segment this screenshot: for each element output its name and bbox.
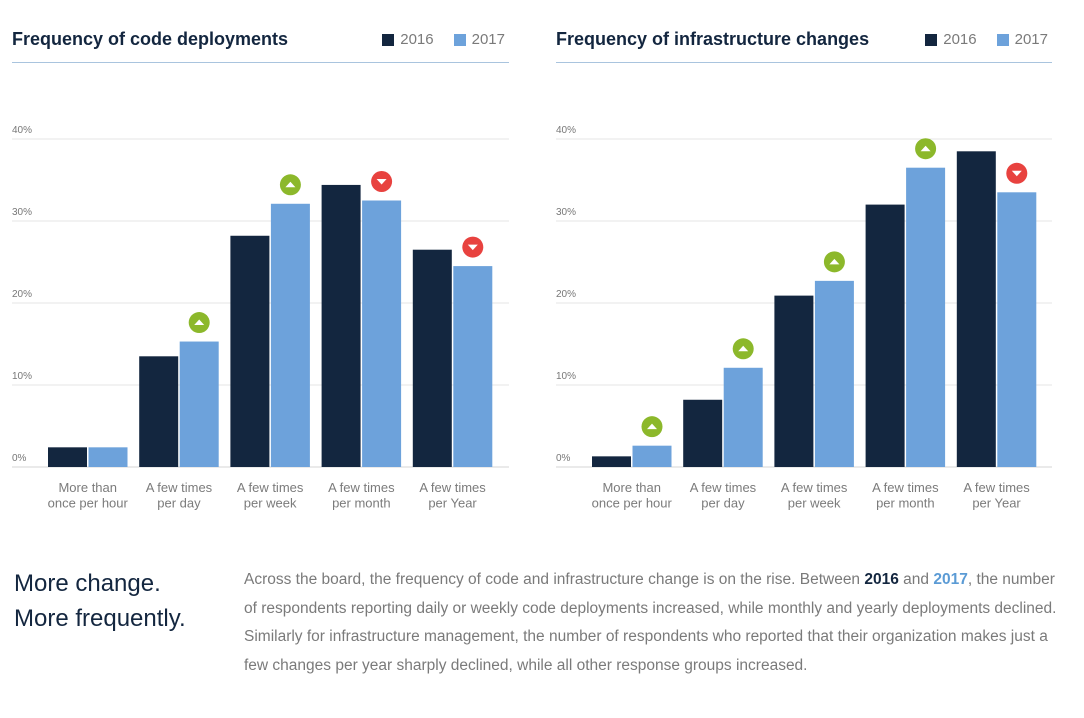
bar-2017 xyxy=(997,192,1037,468)
bar-2017 xyxy=(632,445,672,467)
bar-2017 xyxy=(814,280,854,467)
bar-2016 xyxy=(865,204,905,467)
bar-2017 xyxy=(723,367,763,467)
legend-label-2017: 2017 xyxy=(1014,31,1048,48)
legend-item-2016: 2016 xyxy=(382,31,434,48)
bar-2016 xyxy=(321,184,361,468)
y-tick-label: 10% xyxy=(12,371,32,382)
x-category-label: A few times per day xyxy=(690,480,757,511)
increase-marker-icon xyxy=(732,338,754,360)
code-deployments-chart: Frequency of code deployments 2016 2017 … xyxy=(12,0,509,530)
legend-swatch-2016 xyxy=(382,33,395,46)
bar-2016 xyxy=(956,151,996,468)
x-category-label: A few times per week xyxy=(781,480,848,511)
chart-header: Frequency of infrastructure changes 2016… xyxy=(556,0,1052,63)
bar-2016 xyxy=(592,456,631,467)
legend-swatch-2017 xyxy=(453,33,466,46)
chart-title: Frequency of code deployments xyxy=(12,29,289,49)
x-category-label: A few times per week xyxy=(237,480,304,511)
summary-text-3: , the number of respondents reporting da… xyxy=(244,571,1057,674)
legend-swatch-2017 xyxy=(996,33,1009,46)
summary-title-line-1: More change. xyxy=(14,570,161,597)
infrastructure-changes-plot: 0% 10% 20% 30% 40% More than once per hour A fe… xyxy=(556,125,1052,511)
legend-label-2016: 2016 xyxy=(400,31,434,48)
increase-marker-icon xyxy=(188,312,210,334)
legend-label-2017: 2017 xyxy=(471,31,505,48)
summary-highlight-2017: 2017 xyxy=(933,571,968,588)
legend-label-2016: 2016 xyxy=(943,31,977,48)
y-tick-label: 30% xyxy=(12,207,32,218)
bar-2016 xyxy=(139,356,179,467)
y-tick-label: 40% xyxy=(556,125,576,136)
decrease-marker-icon xyxy=(462,236,484,258)
y-tick-label: 10% xyxy=(556,371,576,382)
bar-2016 xyxy=(48,447,87,467)
x-category-label: More than once per hour xyxy=(592,480,673,511)
increase-marker-icon xyxy=(915,138,937,160)
bar-2017 xyxy=(88,447,128,467)
x-category-label: A few times per month xyxy=(872,480,939,511)
x-category-label: A few times per month xyxy=(328,480,395,511)
x-category-label: A few times per day xyxy=(146,480,213,511)
bar-2017 xyxy=(362,200,402,467)
y-tick-label: 0% xyxy=(556,453,571,464)
x-category-label: More than once per hour xyxy=(48,480,129,511)
bar-2016 xyxy=(412,249,452,467)
decrease-marker-icon xyxy=(1006,162,1028,184)
bar-2017 xyxy=(906,167,946,467)
decrease-marker-icon xyxy=(371,171,393,192)
bar-2017 xyxy=(453,266,493,467)
bar-2016 xyxy=(230,235,270,467)
summary-paragraph: Across the board, the frequency of code … xyxy=(244,566,1064,680)
summary-text-2: and xyxy=(898,571,934,588)
y-tick-label: 30% xyxy=(556,207,576,218)
summary-text-1: Across the board, the frequency of code … xyxy=(244,571,865,588)
chart-legend: 2016 2017 xyxy=(925,31,1048,48)
summary-highlight-2016: 2016 xyxy=(864,571,899,588)
chart-header: Frequency of code deployments 2016 2017 xyxy=(12,0,509,63)
increase-marker-icon xyxy=(823,251,845,273)
summary-title: More change. More frequently. xyxy=(14,566,234,636)
x-category-label: A few times per Year xyxy=(963,480,1030,511)
infrastructure-changes-chart: Frequency of infrastructure changes 2016… xyxy=(556,0,1052,530)
legend-swatch-2016 xyxy=(925,33,938,46)
chart-legend: 2016 2017 xyxy=(382,31,505,48)
bar-2016 xyxy=(683,399,723,467)
y-tick-label: 20% xyxy=(12,289,32,300)
y-tick-label: 0% xyxy=(12,453,27,464)
increase-marker-icon xyxy=(641,416,663,438)
bar-2016 xyxy=(774,295,814,467)
x-category-label: A few times per Year xyxy=(419,480,486,511)
increase-marker-icon xyxy=(279,174,301,196)
bar-2017 xyxy=(270,203,310,467)
bar-2017 xyxy=(179,341,219,467)
legend-item-2017: 2017 xyxy=(453,31,505,48)
legend-item-2017: 2017 xyxy=(996,31,1048,48)
y-tick-label: 20% xyxy=(556,289,576,300)
y-tick-label: 40% xyxy=(12,125,32,136)
code-deployments-plot: 0% 10% 20% 30% 40% More than once per hour A fe… xyxy=(12,125,509,511)
chart-title: Frequency of infrastructure changes xyxy=(556,29,870,49)
legend-item-2016: 2016 xyxy=(925,31,977,48)
summary-title-line-2: More frequently. xyxy=(14,605,186,632)
